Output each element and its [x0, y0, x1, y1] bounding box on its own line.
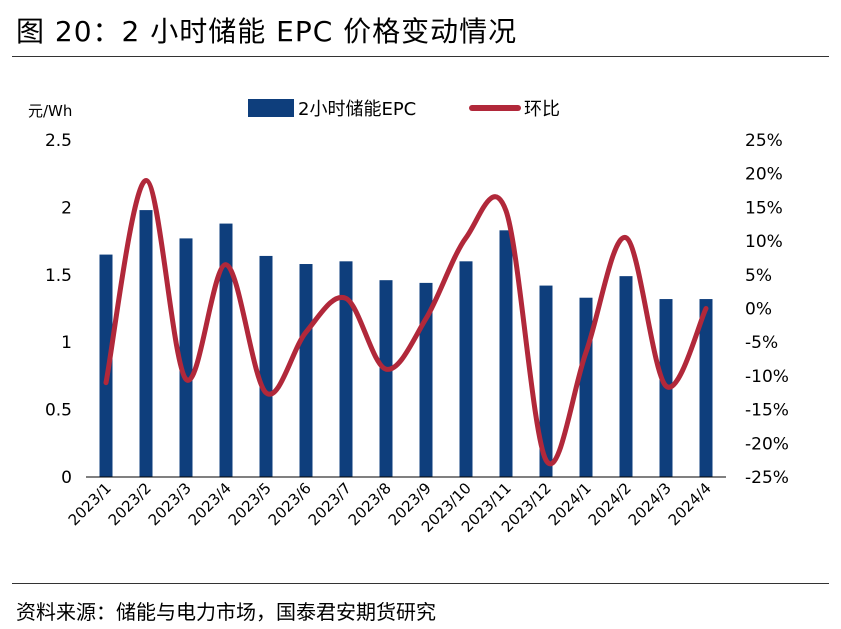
y-right-tick-label: -15% — [745, 401, 789, 421]
bar-2023/6 — [299, 264, 313, 477]
x-tick-label: 2023/7 — [305, 479, 355, 529]
x-tick-label: 2023/5 — [225, 479, 275, 529]
y-right-tick-label: -10% — [745, 367, 789, 387]
source-rule — [12, 583, 829, 584]
source-note: 资料来源：储能与电力市场，国泰君安期货研究 — [16, 600, 436, 624]
y-right-tick-label: -25% — [745, 468, 789, 488]
y-right-tick-label: -20% — [745, 434, 789, 454]
mom-change-line — [103, 177, 709, 467]
x-tick-label: 2023/3 — [145, 479, 195, 529]
y-left-tick-label: 2.5 — [45, 131, 72, 151]
bar-2023/7 — [339, 261, 353, 477]
x-tick-label: 2023/8 — [345, 479, 395, 529]
legend-swatch-bar — [248, 99, 294, 117]
y-left-tick-label: 1.5 — [45, 266, 72, 286]
y-right-tick-label: 0% — [745, 300, 772, 320]
bar-2023/4 — [219, 223, 233, 477]
x-tick-label: 2024/4 — [665, 479, 715, 529]
x-tick-label: 2024/3 — [625, 479, 675, 529]
y-right-tick-label: 25% — [745, 131, 783, 151]
y-right-tick-label: 20% — [745, 165, 783, 185]
x-tick-label: 2023/4 — [185, 479, 235, 529]
bar-2023/12 — [539, 285, 553, 477]
bar-2024/1 — [579, 297, 593, 477]
bar-2023/11 — [499, 230, 513, 477]
bar-2023/10 — [459, 261, 473, 477]
x-tick-label: 2024/1 — [545, 479, 595, 529]
x-tick-label: 2023/6 — [265, 479, 315, 529]
y-right-tick-label: -5% — [745, 333, 778, 353]
y-right-tick-label: 10% — [745, 232, 783, 252]
y-left-tick-label: 0.5 — [45, 401, 72, 421]
bars-layer — [99, 210, 713, 477]
bar-2023/2 — [139, 210, 153, 477]
bar-2023/9 — [419, 282, 433, 477]
bar-2023/1 — [99, 254, 113, 477]
legend: 2小时储能EPC 环比 — [248, 99, 560, 120]
y-right-tick-label: 15% — [745, 198, 783, 218]
figure-title: 图 20：2 小时储能 EPC 价格变动情况 — [16, 15, 518, 48]
y-left-tick-label: 2 — [61, 198, 72, 218]
title-rule — [12, 56, 829, 57]
x-tick-label: 2023/2 — [105, 479, 155, 529]
bar-2024/4 — [699, 299, 713, 477]
bar-2023/8 — [379, 280, 393, 477]
y-left-tick-label: 0 — [61, 468, 72, 488]
y-left-unit: 元/Wh — [28, 102, 72, 120]
y-right-tick-label: 5% — [745, 266, 772, 286]
bar-2023/3 — [179, 238, 193, 477]
legend-label-bar: 2小时储能EPC — [298, 99, 416, 120]
epc-price-chart: 0 0.5 1 1.5 2 2.5 -25% -20% -15% -10% -5% 0% 5% 10% 15… — [28, 99, 789, 536]
bar-2024/2 — [619, 276, 633, 477]
legend-label-line: 环比 — [524, 99, 560, 120]
y-left-tick-label: 1 — [61, 333, 72, 353]
x-tick-label: 2024/2 — [585, 479, 635, 529]
line-layer — [103, 177, 709, 467]
bar-2023/5 — [259, 255, 273, 477]
x-tick-label: 2023/1 — [65, 479, 115, 529]
